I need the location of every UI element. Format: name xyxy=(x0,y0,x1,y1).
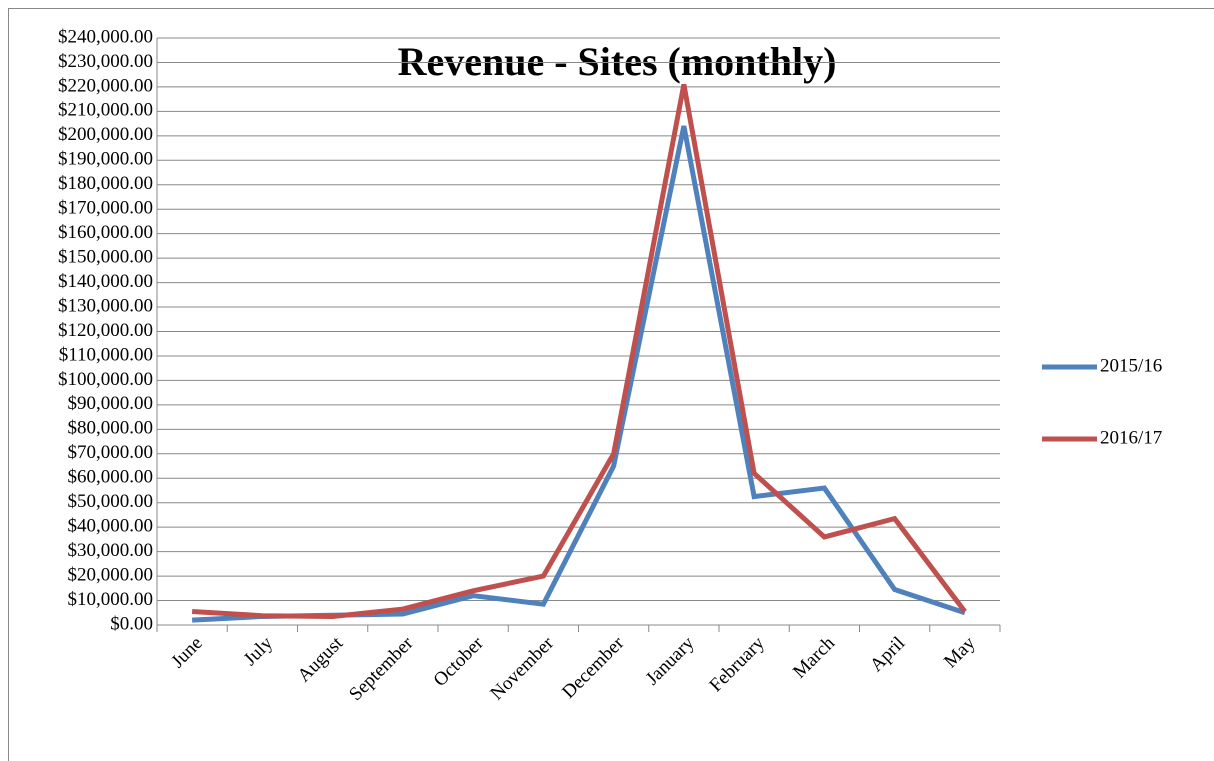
y-tick-label: $240,000.00 xyxy=(58,26,153,47)
y-tick-label: $70,000.00 xyxy=(68,442,154,463)
y-tick-label: $230,000.00 xyxy=(58,51,153,72)
y-tick-label: $160,000.00 xyxy=(58,222,153,243)
y-tick-label: $100,000.00 xyxy=(58,369,153,390)
y-tick-label: $210,000.00 xyxy=(58,100,153,121)
y-tick-label: $30,000.00 xyxy=(68,540,154,561)
y-tick-label: $220,000.00 xyxy=(58,75,153,96)
legend-label: 2015/16 xyxy=(1100,355,1162,376)
y-tick-label: $20,000.00 xyxy=(68,564,154,585)
y-tick-label: $10,000.00 xyxy=(68,589,154,610)
chart-title: Revenue - Sites (monthly) xyxy=(398,39,837,84)
y-tick-label: $130,000.00 xyxy=(58,295,153,316)
y-tick-label: $80,000.00 xyxy=(68,418,154,439)
y-tick-label: $190,000.00 xyxy=(58,149,153,170)
y-tick-label: $200,000.00 xyxy=(58,124,153,145)
y-tick-label: $50,000.00 xyxy=(68,491,154,512)
y-tick-label: $60,000.00 xyxy=(68,467,154,488)
y-tick-label: $90,000.00 xyxy=(68,393,154,414)
y-tick-label: $180,000.00 xyxy=(58,173,153,194)
y-tick-label: $110,000.00 xyxy=(59,344,153,365)
y-tick-label: $0.00 xyxy=(110,613,153,634)
chart-frame xyxy=(8,8,1214,761)
y-tick-label: $170,000.00 xyxy=(58,198,153,219)
y-tick-label: $150,000.00 xyxy=(58,246,153,267)
y-tick-label: $140,000.00 xyxy=(58,271,153,292)
y-tick-label: $40,000.00 xyxy=(68,516,154,537)
y-tick-label: $120,000.00 xyxy=(58,320,153,341)
legend-label: 2016/17 xyxy=(1100,427,1162,448)
series-line xyxy=(191,84,967,619)
